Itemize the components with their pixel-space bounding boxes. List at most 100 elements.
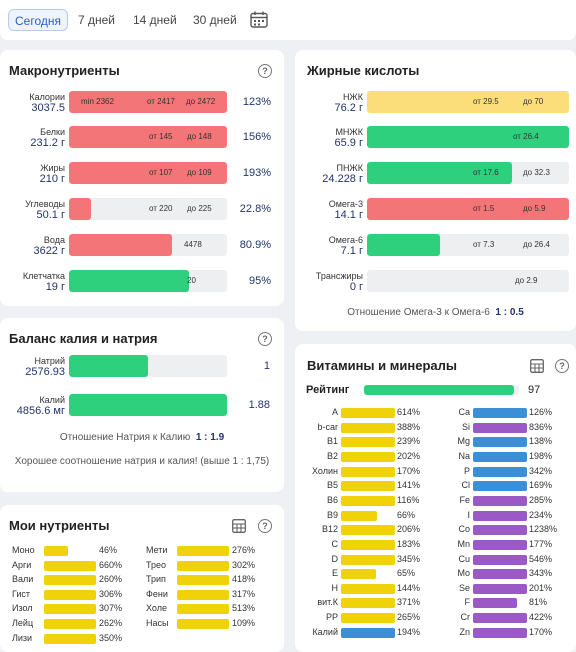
table-icon[interactable]: [232, 519, 246, 533]
fat-label: Омега-3 14.1 г: [295, 199, 363, 221]
macro-bar-fill: [69, 270, 190, 292]
balance-value: 2576.93: [25, 366, 65, 378]
ratio-message: Хорошее соотношение натрия и калия! (выш…: [14, 456, 270, 467]
vitamins-minerals-card: Витамины и минералы ? Рейтинг 97 A 614% b-…: [295, 344, 576, 652]
vitamin-percent: 836%: [529, 421, 553, 432]
vitamin-percent: 138%: [529, 436, 553, 447]
tab-today[interactable]: Сегодня: [8, 9, 68, 31]
vitamin-name: B9: [326, 509, 338, 520]
vitamin-bar: [473, 408, 527, 418]
nutrient-percent: 109%: [232, 618, 256, 628]
fat-bar-fill: [367, 234, 440, 256]
rating-value: 97: [528, 384, 541, 396]
vitamin-percent: 201%: [529, 582, 553, 593]
nutrient-bar: [177, 619, 229, 629]
vitamin-percent: 206%: [397, 524, 421, 535]
tab-7-days[interactable]: 7 дней: [78, 13, 116, 27]
tab-30-days[interactable]: 30 дней: [193, 13, 237, 27]
vitamin-bar: [341, 437, 395, 448]
card-title: Мои нутриенты: [9, 518, 110, 533]
fat-target-mark: до 2.9: [515, 276, 538, 285]
vitamin-name: Si: [461, 421, 470, 432]
vitamin-bar: [341, 408, 395, 418]
nutrient-bar: [177, 604, 229, 615]
vitamin-bar: [473, 583, 527, 594]
vitamin-percent: 126%: [529, 407, 553, 417]
help-icon[interactable]: ?: [258, 332, 272, 346]
vitamin-name: D: [331, 553, 339, 564]
vitamin-name: H: [331, 582, 339, 593]
fat-name: Омега-6: [328, 235, 363, 245]
balance-bar: [69, 355, 227, 377]
vitamin-name: E: [331, 568, 338, 579]
nutrient-bar: [44, 560, 96, 571]
macro-label: Жиры 210 г: [0, 163, 65, 185]
macro-bar-fill: [69, 162, 227, 184]
vitamin-percent: 388%: [397, 421, 421, 432]
table-icon[interactable]: [530, 359, 544, 373]
macro-bar-fill: [69, 91, 227, 113]
fat-bar: от 29.5 до 70: [367, 91, 569, 113]
vitamin-bar: [473, 422, 527, 433]
nutrient-bar: [44, 546, 68, 556]
nutrient-bar: [44, 589, 96, 600]
calendar-icon[interactable]: [250, 11, 268, 28]
nutrient-bar: [177, 560, 229, 571]
fat-target-mark: от 26.4: [513, 132, 539, 141]
fat-bar-fill: [367, 198, 569, 220]
vitamin-percent: 1238%: [529, 524, 558, 535]
fat-target-mark: от 1.5: [473, 204, 495, 213]
nutrient-name: Арги: [12, 559, 32, 570]
vitamin-bar: [341, 569, 377, 580]
fat-bar: от 1.5 до 5.9: [367, 198, 569, 220]
balance-value: 4856.6 мг: [16, 405, 65, 417]
vitamin-name: B12: [321, 524, 338, 535]
nutrient-name: Вали: [12, 574, 34, 585]
vitamin-percent: 239%: [397, 436, 421, 447]
nutrient-name: Мети: [146, 545, 168, 555]
nutrient-percent: 306%: [99, 588, 123, 599]
vitamin-percent: 343%: [529, 568, 553, 579]
macro-name: Клетчатка: [22, 271, 65, 281]
fat-target-mark: до 5.9: [523, 204, 546, 213]
macro-percent: 22.8%: [239, 203, 271, 215]
vitamin-name: P: [463, 465, 470, 476]
vitamin-bar: [341, 539, 395, 550]
macro-label: Калории 3037.5: [0, 92, 65, 114]
fat-target-mark: до 32.3: [523, 168, 550, 177]
nutrient-bar: [44, 633, 96, 644]
macro-percent: 95%: [248, 275, 271, 287]
fat-target-mark: до 26.4: [523, 240, 550, 249]
vitamin-bar: [341, 495, 395, 506]
nutrient-bar: [177, 575, 229, 586]
balance-bar-fill: [69, 355, 148, 377]
vitamin-bar: [341, 525, 395, 536]
vitamin-bar: [473, 495, 527, 506]
card-title: Баланс калия и натрия: [9, 331, 158, 346]
vitamin-bar: [341, 598, 395, 609]
vitamin-name: B6: [326, 494, 338, 505]
vitamin-percent: 81%: [529, 597, 548, 608]
macro-value: 210 г: [39, 173, 65, 185]
sodium-potassium-card: Баланс калия и натрия ? Натрий 2576.93 1 Ка…: [0, 318, 284, 492]
nutrient-name: Насы: [146, 618, 169, 628]
card-title: Макронутриенты: [9, 63, 120, 78]
help-icon[interactable]: ?: [555, 359, 569, 373]
macro-target-mark: min 2362: [81, 97, 114, 106]
fat-target-mark: до 70: [523, 97, 544, 106]
help-icon[interactable]: ?: [258, 519, 272, 533]
tab-14-days[interactable]: 14 дней: [133, 13, 177, 27]
fat-target-mark: от 17.6: [473, 168, 499, 177]
vitamin-name: Mo: [457, 568, 470, 579]
macro-bar: min 2362 от 2417 до 2472: [69, 91, 227, 113]
vitamin-percent: 546%: [529, 553, 553, 564]
vitamin-percent: 614%: [397, 407, 421, 417]
vitamin-bar: [341, 466, 395, 477]
vitamin-name: Холин: [312, 465, 338, 476]
macro-bar: от 145 до 148: [69, 126, 227, 148]
macro-label: Углеводы 50.1 г: [0, 199, 65, 221]
fat-value: 65.9 г: [334, 137, 363, 149]
fat-name: ПНЖК: [336, 163, 363, 173]
help-icon[interactable]: ?: [258, 64, 272, 78]
vitamin-percent: 198%: [529, 450, 553, 461]
